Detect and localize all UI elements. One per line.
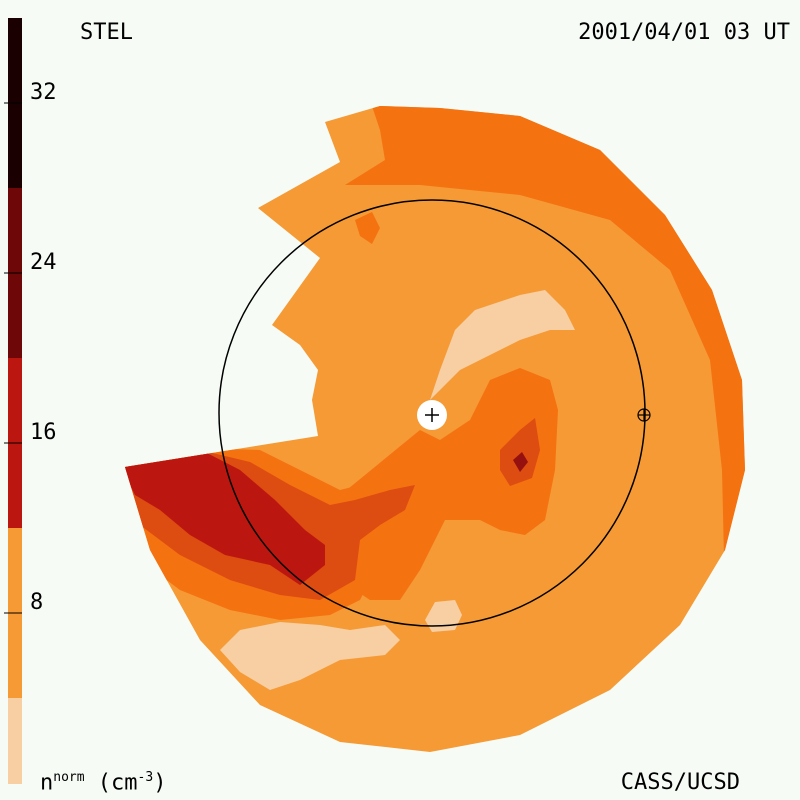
density-central-red [500,418,540,486]
density-light-patch-lower [220,622,400,690]
density-disk [125,106,745,752]
sun-plus-icon [417,400,447,430]
unit-open: (cm [84,770,138,796]
credit-label: CASS/UCSD [620,770,740,795]
colorbar-tick-label-24: 24 [30,250,57,275]
quantity-superscript: norm [53,770,85,785]
density-band-lower-crimson [125,452,325,585]
colorbar [4,18,22,784]
density-base-region [125,106,745,752]
density-light-tongue [430,290,575,400]
density-central-dark [513,452,528,472]
colorbar-tick-label-16: 16 [30,420,57,445]
density-light-patch-bottom [425,600,462,632]
density-band-outer-orange [345,106,745,752]
colorbar-segment-0 [8,698,22,784]
density-blob-top [355,212,380,244]
timestamp-label: 2001/04/01 03 UT [578,20,790,45]
colorbar-unit-label: nnorm (cm-3) [40,770,166,795]
quantity-symbol: n [40,770,54,796]
unit-superscript: -3 [137,770,154,785]
earth-circle-plus-icon [637,408,651,422]
colorbar-tick-label-8: 8 [30,590,44,615]
observatory-label: STEL [80,20,133,45]
unit-close: ) [153,770,167,796]
colorbar-tick-label-32: 32 [30,80,57,105]
earth-orbit-circle [218,199,646,627]
